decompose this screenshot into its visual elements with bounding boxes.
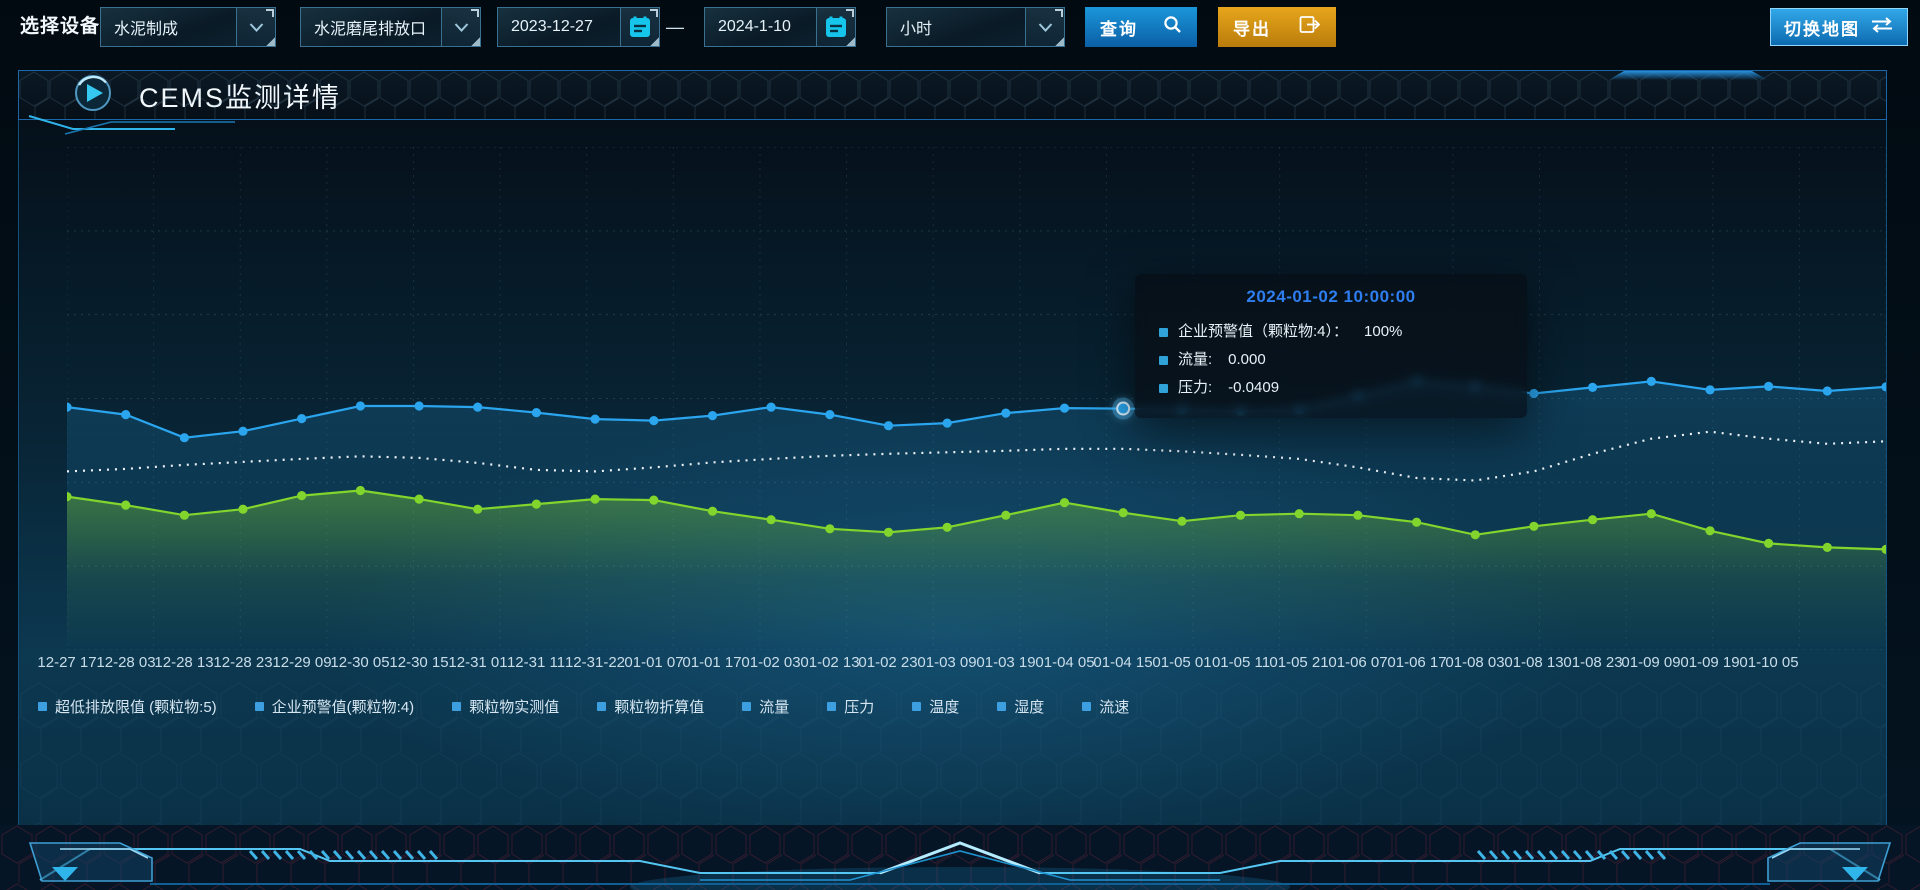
series-marker-icon <box>1159 327 1168 337</box>
legend-item[interactable]: 湿度 <box>997 696 1044 717</box>
legend-item[interactable]: 企业预警值(颗粒物:4) <box>254 696 414 717</box>
legend-item[interactable]: 颗粒物折算值 <box>597 696 704 717</box>
panel-header: CEMS监测详情 <box>18 70 1887 135</box>
chart-tooltip: 2024-01-02 10:00:00 企业预警值（颗粒物:4）： 100% 流量:… <box>1135 274 1527 418</box>
x-axis-label: 12-31-22 <box>564 654 626 671</box>
tooltip-rows: 企业预警值（颗粒物:4）： 100% 流量: 0.000 压力: -0.0409 <box>1159 318 1503 402</box>
series-marker-icon <box>1159 383 1168 393</box>
export-icon <box>1299 15 1321 39</box>
x-axis-label: 01-02 23 <box>858 654 918 671</box>
x-axis-label: 12-27 17 <box>37 654 97 671</box>
tooltip-row: 压力: -0.0409 <box>1159 374 1503 402</box>
play-icon <box>73 73 113 118</box>
header-notch-decoration <box>1608 71 1768 80</box>
toolbar: 选择设备 水泥制成 水泥磨尾排放口 2023-12-27 <box>0 0 1920 55</box>
legend-marker-icon <box>38 702 47 711</box>
legend-marker-icon <box>912 702 922 711</box>
device-select-value: 水泥制成 <box>114 21 179 38</box>
x-axis-label: 01-09 19 <box>1680 654 1740 671</box>
legend-item[interactable]: 流量 <box>742 696 789 717</box>
legend-marker-icon <box>742 702 752 711</box>
chart-canvas[interactable] <box>62 146 1891 651</box>
x-axis-label: 01-01 07 <box>624 654 684 671</box>
legend-item[interactable]: 压力 <box>827 696 874 717</box>
legend-item[interactable]: 温度 <box>912 696 959 717</box>
panel-title: CEMS监测详情 <box>139 82 342 113</box>
interval-select-value: 小时 <box>900 21 933 38</box>
legend-marker-icon <box>452 702 462 711</box>
x-axis-label: 01-01 17 <box>682 654 742 671</box>
chevron-down-icon <box>236 8 275 46</box>
x-axis-label: 12-30 15 <box>389 654 449 671</box>
calendar-icon <box>620 8 659 46</box>
outlet-select[interactable]: 水泥磨尾排放口 <box>300 7 481 47</box>
switch-map-label: 切换地图 <box>1784 19 1860 39</box>
legend: 超低排放限值 (颗粒物:5) 企业预警值(颗粒物:4) 颗粒物实测值 颗粒物折算值 流量… <box>38 696 1129 717</box>
chevron-down-icon <box>1025 8 1064 46</box>
legend-item[interactable]: 流速 <box>1082 696 1129 717</box>
export-button-label: 导出 <box>1233 19 1271 39</box>
footer-tech-decoration <box>0 825 1920 890</box>
x-axis-label: 01-10 05 <box>1739 654 1799 671</box>
x-axis-label: 01-05 11 <box>1211 654 1271 671</box>
interval-select[interactable]: 小时 <box>886 7 1065 47</box>
x-axis-label: 01-04 05 <box>1035 654 1095 671</box>
x-axis-label: 01-05 01 <box>1152 654 1212 671</box>
export-button[interactable]: 导出 <box>1218 7 1336 47</box>
x-axis-label: 12-28 13 <box>154 654 214 671</box>
x-axis-label: 01-02 03 <box>741 654 801 671</box>
tooltip-row: 企业预警值（颗粒物:4）： 100% <box>1159 318 1503 346</box>
x-axis-label: 12-31 11 <box>506 654 566 671</box>
x-axis-label: 01-05 21 <box>1269 654 1329 671</box>
date-end-value: 2024-1-10 <box>718 18 791 35</box>
x-axis: 12-27 17 12-28 03 12-28 13 12-28 23 12-29 09… <box>37 654 1886 676</box>
series-marker-icon <box>1159 355 1168 365</box>
x-axis-label: 12-30 05 <box>330 654 390 671</box>
x-axis-label: 01-06 17 <box>1387 654 1447 671</box>
x-axis-label: 01-02 13 <box>800 654 860 671</box>
query-button[interactable]: 查询 <box>1085 7 1197 47</box>
header-corner-decoration <box>28 115 235 135</box>
tooltip-title: 2024-01-02 10:00:00 <box>1246 287 1416 306</box>
x-axis-label: 01-03 09 <box>917 654 977 671</box>
x-axis-label: 12-28 03 <box>96 654 156 671</box>
x-axis-label: 12-31 01 <box>448 654 508 671</box>
x-axis-label: 12-29 09 <box>272 654 332 671</box>
date-start-field[interactable]: 2023-12-27 <box>497 7 660 47</box>
legend-item[interactable]: 颗粒物实测值 <box>452 696 559 717</box>
x-axis-label: 01-06 07 <box>1328 654 1388 671</box>
device-select[interactable]: 水泥制成 <box>100 7 276 47</box>
x-axis-label: 01-08 03 <box>1445 654 1505 671</box>
x-axis-label: 01-08 23 <box>1563 654 1623 671</box>
date-start-value: 2023-12-27 <box>511 18 593 35</box>
date-range-separator: — <box>666 17 684 37</box>
x-axis-label: 01-04 15 <box>1093 654 1153 671</box>
legend-marker-icon <box>597 702 607 711</box>
tooltip-row: 流量: 0.000 <box>1159 346 1503 374</box>
query-button-label: 查询 <box>1100 19 1138 39</box>
legend-marker-icon <box>254 702 264 711</box>
device-select-label: 选择设备 <box>20 16 101 37</box>
chevron-down-icon <box>441 8 480 46</box>
x-axis-label: 01-08 13 <box>1504 654 1564 671</box>
date-end-field[interactable]: 2024-1-10 <box>704 7 856 47</box>
swap-arrows-icon <box>1870 16 1894 38</box>
calendar-icon <box>816 8 855 46</box>
x-axis-label: 12-28 23 <box>213 654 273 671</box>
legend-marker-icon <box>1082 702 1092 711</box>
x-axis-label: 01-03 19 <box>976 654 1036 671</box>
x-axis-label: 01-09 09 <box>1621 654 1681 671</box>
outlet-select-value: 水泥磨尾排放口 <box>314 21 427 38</box>
switch-map-button[interactable]: 切换地图 <box>1770 8 1908 46</box>
legend-marker-icon <box>827 702 837 711</box>
legend-item[interactable]: 超低排放限值 (颗粒物:5) <box>38 696 217 717</box>
search-icon <box>1163 15 1182 39</box>
legend-marker-icon <box>997 702 1007 711</box>
